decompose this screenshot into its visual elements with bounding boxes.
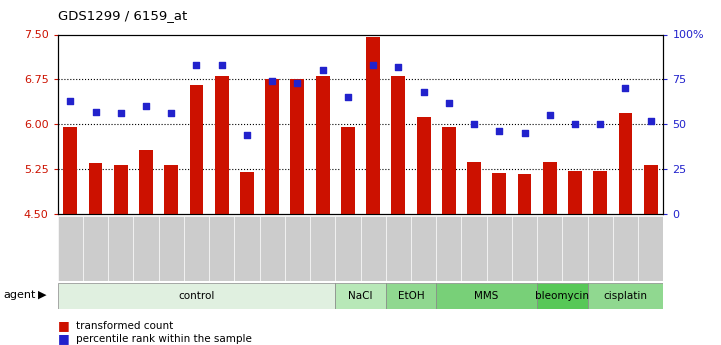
- Bar: [467, 162, 481, 214]
- Bar: [215, 76, 229, 214]
- Text: MMS: MMS: [474, 291, 499, 301]
- Point: [594, 121, 606, 127]
- Bar: [518, 175, 531, 214]
- Text: bleomycin: bleomycin: [536, 291, 589, 301]
- Bar: [139, 150, 153, 214]
- Point: [544, 112, 555, 118]
- Bar: [461, 216, 487, 281]
- Point: [190, 62, 202, 68]
- Bar: [184, 216, 209, 281]
- Point: [368, 62, 379, 68]
- Bar: [83, 216, 108, 281]
- Point: [317, 68, 329, 73]
- Bar: [386, 283, 436, 309]
- Bar: [442, 127, 456, 214]
- Point: [89, 109, 101, 115]
- Point: [166, 111, 177, 116]
- Bar: [492, 173, 506, 214]
- Bar: [537, 283, 588, 309]
- Point: [493, 129, 505, 134]
- Text: transformed count: transformed count: [76, 321, 173, 331]
- Point: [469, 121, 480, 127]
- Point: [645, 118, 656, 124]
- Point: [443, 100, 455, 106]
- Point: [140, 104, 152, 109]
- Bar: [366, 38, 380, 214]
- Bar: [114, 165, 128, 214]
- Bar: [562, 216, 588, 281]
- Bar: [335, 283, 386, 309]
- Bar: [341, 127, 355, 214]
- Point: [570, 121, 581, 127]
- Text: ▶: ▶: [38, 290, 47, 300]
- Point: [267, 78, 278, 84]
- Bar: [537, 216, 562, 281]
- Bar: [108, 216, 133, 281]
- Bar: [436, 216, 461, 281]
- Point: [342, 95, 353, 100]
- Point: [418, 89, 430, 95]
- Point: [115, 111, 127, 116]
- Text: GDS1299 / 6159_at: GDS1299 / 6159_at: [58, 9, 187, 22]
- Bar: [593, 171, 607, 214]
- Bar: [619, 114, 632, 214]
- Bar: [436, 283, 537, 309]
- Bar: [417, 117, 430, 214]
- Text: ■: ■: [58, 332, 69, 345]
- Point: [65, 98, 76, 104]
- Point: [216, 62, 228, 68]
- Bar: [234, 216, 260, 281]
- Bar: [638, 216, 663, 281]
- Text: agent: agent: [4, 290, 36, 300]
- Bar: [291, 79, 304, 214]
- Bar: [133, 216, 159, 281]
- Bar: [240, 172, 254, 214]
- Bar: [588, 283, 663, 309]
- Point: [291, 80, 304, 86]
- Text: percentile rank within the sample: percentile rank within the sample: [76, 334, 252, 344]
- Bar: [164, 166, 178, 214]
- Bar: [316, 76, 329, 214]
- Bar: [512, 216, 537, 281]
- Bar: [613, 216, 638, 281]
- Bar: [58, 283, 335, 309]
- Bar: [265, 79, 279, 214]
- Point: [241, 132, 253, 138]
- Bar: [487, 216, 512, 281]
- Bar: [310, 216, 335, 281]
- Bar: [644, 166, 658, 214]
- Text: EtOH: EtOH: [398, 291, 424, 301]
- Bar: [159, 216, 184, 281]
- Point: [519, 130, 531, 136]
- Bar: [190, 85, 203, 214]
- Bar: [386, 216, 411, 281]
- Bar: [89, 163, 102, 214]
- Bar: [285, 216, 310, 281]
- Bar: [335, 216, 360, 281]
- Bar: [411, 216, 436, 281]
- Text: cisplatin: cisplatin: [603, 291, 647, 301]
- Point: [392, 64, 404, 70]
- Bar: [568, 171, 582, 214]
- Bar: [392, 76, 405, 214]
- Bar: [260, 216, 285, 281]
- Bar: [58, 216, 83, 281]
- Bar: [588, 216, 613, 281]
- Bar: [543, 162, 557, 214]
- Bar: [63, 127, 77, 214]
- Text: control: control: [178, 291, 215, 301]
- Bar: [360, 216, 386, 281]
- Text: ■: ■: [58, 319, 69, 333]
- Bar: [209, 216, 234, 281]
- Text: NaCl: NaCl: [348, 291, 373, 301]
- Point: [619, 86, 632, 91]
